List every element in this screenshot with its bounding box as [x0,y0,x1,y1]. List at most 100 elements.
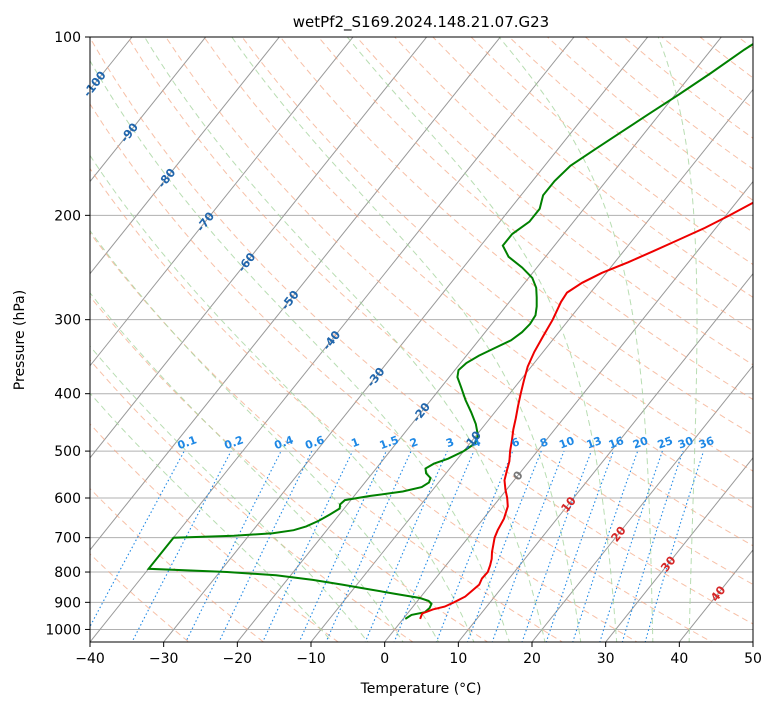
x-tick-label: −20 [223,651,253,667]
isotherm-line [457,272,753,642]
dry-adiabat-line [546,37,753,201]
y-tick-label: 800 [54,565,81,581]
dry-adiabat-line [394,37,753,332]
isotherm-label: -100 [80,68,109,99]
mixing-ratio-label: 4 [471,435,483,450]
isotherm-label: -90 [117,120,141,145]
isotherm-line [310,88,753,642]
moist-adiabat-line [90,292,404,642]
isotherm-line [90,37,501,551]
isotherm-line [163,37,649,642]
moist-adiabat-line [498,37,654,642]
isotherm-label: -10 [460,428,484,453]
isotherm-line [384,180,753,642]
isotherm-line [531,364,753,642]
y-axis-label: Pressure (hPa) [12,290,28,390]
y-tick-label: 200 [54,208,81,224]
mixing-ratio-label: 0.1 [176,433,199,452]
mixing-ratio-label: 25 [656,434,675,451]
mixing-ratio-label: 6 [510,435,522,450]
isotherm-line [236,37,722,642]
mixing-ratio-label: 0.6 [303,433,326,452]
isotherm-label: -30 [364,365,388,390]
x-tick-label: 50 [744,651,762,667]
mixing-ratio-label: 20 [631,434,650,452]
mixing-ratio-line [393,450,475,642]
x-tick-label: −30 [149,651,179,667]
isotherm-line [752,641,753,642]
dry-adiabat-line [622,37,753,139]
x-tick-label: −40 [75,651,105,667]
mixing-ratio-line [644,450,705,642]
dry-adiabat-line [355,37,753,366]
mixing-ratio-label: 1.5 [378,433,401,452]
x-tick-label: 30 [597,651,615,667]
y-tick-label: 100 [54,30,81,46]
y-axis: 100 200 300 400 500 600 700 800 900 1000 [45,30,90,638]
x-axis-label: Temperature (°C) [360,681,482,697]
isotherm-label: -70 [193,209,217,234]
isotherm-label: -60 [235,250,259,275]
mixing-ratio-line [364,450,448,642]
mixing-ratio-line [262,450,353,642]
dry-adiabat-line [90,37,753,625]
y-tick-label: 1000 [45,622,81,638]
isotherm-line [90,37,280,275]
x-tick-label: −10 [296,651,326,667]
y-tick-label: 700 [54,531,81,547]
dewpoint-line [146,42,753,620]
plot-frame [89,36,754,643]
dry-adiabat-line [741,10,775,654]
mixing-ratio-line [90,450,185,628]
isotherm-line [678,549,753,642]
isotherm-line [90,37,428,459]
isotherm-label: -40 [319,328,343,353]
moist-adiabat-line [90,392,333,642]
mixing-ratio-label: 13 [585,434,604,451]
moist-adiabat-line [90,345,369,642]
dry-adiabat-line [203,37,753,509]
dry-adiabat-line [90,487,265,642]
isotherm-line [605,457,753,642]
mixing-ratio-line [545,450,614,642]
temperature-line [419,201,753,620]
dry-adiabat-line [699,37,753,79]
x-axis: −40 −30 −20 −10 0 10 20 30 40 50 [75,642,762,667]
y-tick-label: 400 [54,387,81,403]
mixing-ratio-label: 16 [607,434,626,452]
mixing-ratio-label: 8 [538,435,550,450]
mixing-ratio-line [131,450,232,642]
x-tick-label: 40 [670,651,688,667]
mixing-ratio-line [218,450,313,642]
dry-adiabat-line [90,103,713,642]
dry-adiabat-line [90,231,564,642]
isotherm-label: -20 [409,400,433,425]
dry-adiabat-line [432,37,753,298]
mixing-ratio-label: 36 [697,434,716,452]
mixing-ratio-label: 30 [676,434,695,452]
profiles [146,42,753,620]
dry-adiabat-line [127,37,753,586]
mixing-ratio-label: 1 [350,435,362,450]
isotherm-label: 0 [510,468,526,483]
line-labels: 0.1 0.2 0.4 0.6 1 1.5 2 3 4 6 8 10 13 16 20 25 30 36-100-… [80,68,728,604]
moist-adiabat-line [144,37,546,642]
y-tick-label: 300 [54,313,81,329]
x-tick-label: 10 [449,651,467,667]
moist-adiabat-line [231,37,582,642]
mixing-ratio-line [435,450,514,642]
isotherm-label: 10 [558,494,579,515]
isotherm-label: 20 [608,523,629,544]
x-tick-label: 0 [380,651,389,667]
isotherm-line [0,10,6,654]
mixing-ratio-label: 0.2 [223,433,246,452]
dry-adiabat-line [90,167,639,642]
mixing-ratio-line [325,450,412,642]
mixing-ratio-label: 2 [408,435,420,450]
moist-adiabat-line [657,37,698,642]
dry-adiabat-line [90,295,489,642]
isotherm-label: 40 [708,583,729,604]
y-tick-label: 600 [54,491,81,507]
dry-adiabat-line [165,37,753,547]
